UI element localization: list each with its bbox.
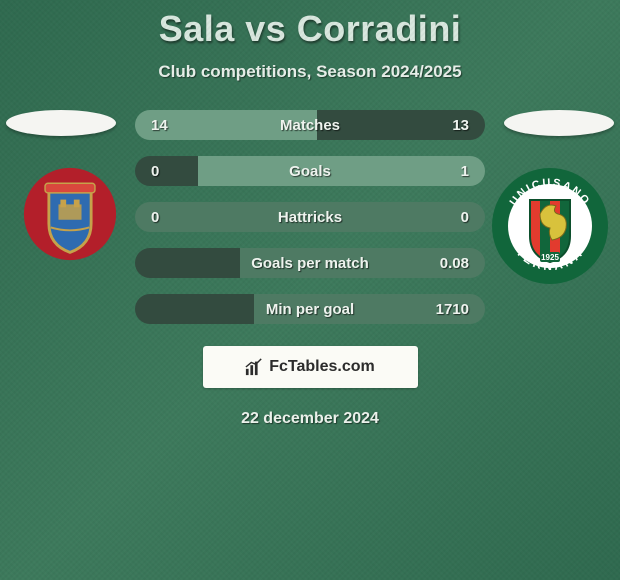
stat-row: Min per goal1710 <box>135 294 485 324</box>
stat-label: Goals per match <box>135 255 485 272</box>
crest-year: 1925 <box>541 253 559 262</box>
page-subtitle: Club competitions, Season 2024/2025 <box>0 62 620 82</box>
stats-table: 14Matches130Goals10Hattricks0Goals per m… <box>135 110 485 324</box>
ternana-crest: UNICUSANO TERNANA 1925 <box>490 166 610 286</box>
generation-date: 22 december 2024 <box>0 410 620 428</box>
player-photo-placeholder-left <box>6 110 116 136</box>
stat-label: Matches <box>135 117 485 134</box>
stat-row: 0Goals1 <box>135 156 485 186</box>
stat-right-value: 0.08 <box>440 255 469 272</box>
stat-label: Goals <box>135 163 485 180</box>
stat-right-value: 1 <box>461 163 469 180</box>
stat-right-value: 1710 <box>436 301 469 318</box>
stat-right-value: 0 <box>461 209 469 226</box>
barchart-icon <box>245 358 263 376</box>
fctables-watermark: FcTables.com <box>203 346 418 388</box>
stat-row: Goals per match0.08 <box>135 248 485 278</box>
watermark-text: FcTables.com <box>269 358 375 376</box>
stat-right-value: 13 <box>452 117 469 134</box>
pontedera-crest <box>22 166 118 262</box>
stat-label: Hattricks <box>135 209 485 226</box>
content-area: UNICUSANO TERNANA 1925 14Matches130Goals… <box>0 110 620 428</box>
stat-row: 14Matches13 <box>135 110 485 140</box>
page-title: Sala vs Corradini <box>0 0 620 50</box>
stat-label: Min per goal <box>135 301 485 318</box>
player-photo-placeholder-right <box>504 110 614 136</box>
stat-row: 0Hattricks0 <box>135 202 485 232</box>
